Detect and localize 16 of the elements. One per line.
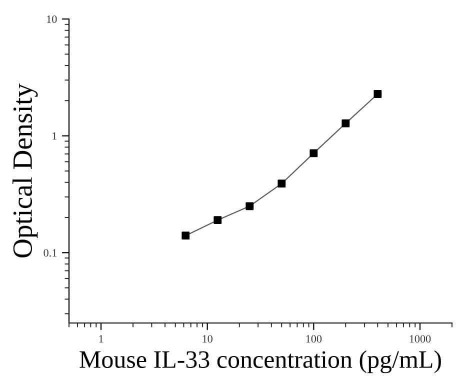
x-axis-title: Mouse IL-33 concentration (pg/mL) (80, 350, 441, 374)
point (342, 119, 350, 128)
y-tick-label: 1 (52, 132, 57, 140)
x-tick-label: 1 (99, 335, 104, 343)
y-axis-title: Optical Density (12, 84, 38, 258)
point (278, 180, 286, 188)
point (374, 90, 382, 98)
point (182, 232, 190, 240)
x-tick-label: 100 (306, 335, 322, 343)
x-tick-label: 1000 (410, 335, 431, 343)
y-tick-label: 10 (47, 15, 57, 23)
y-tick-label: 0.1 (44, 249, 57, 257)
point (214, 216, 222, 224)
x-tick-label: 10 (202, 335, 212, 343)
point (246, 202, 254, 210)
point (310, 149, 318, 158)
